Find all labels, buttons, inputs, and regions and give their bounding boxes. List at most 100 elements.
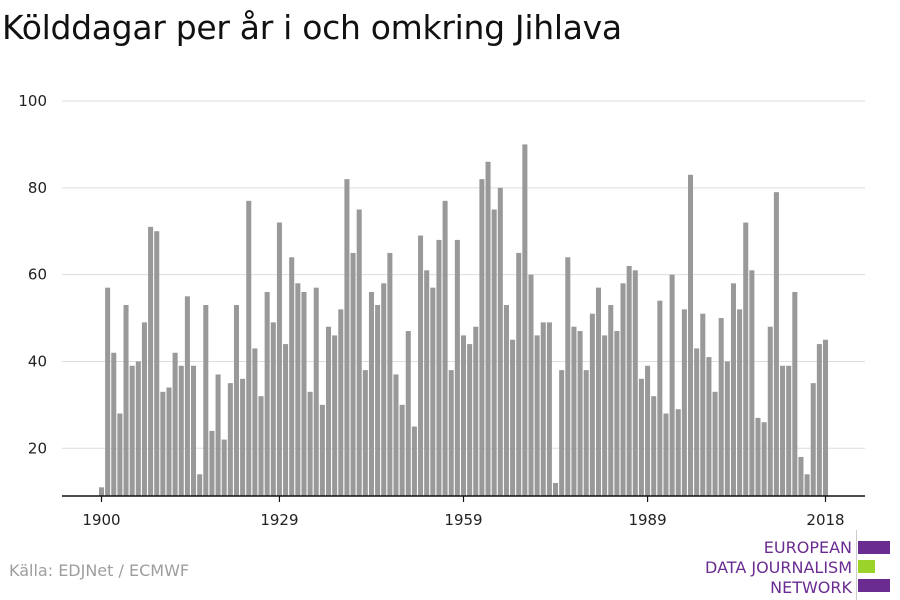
bar-1994[interactable] <box>675 409 681 496</box>
bar-1929[interactable] <box>276 222 282 497</box>
bar-1910[interactable] <box>160 391 166 496</box>
bar-1947[interactable] <box>387 252 393 496</box>
bar-1971[interactable] <box>534 335 540 496</box>
bar-1938[interactable] <box>332 335 338 496</box>
bar-1992[interactable] <box>663 413 669 496</box>
bar-1915[interactable] <box>191 365 197 496</box>
bar-1939[interactable] <box>338 309 344 496</box>
bar-2015[interactable] <box>804 474 810 496</box>
bar-1986[interactable] <box>626 265 632 496</box>
bar-1901[interactable] <box>105 287 111 496</box>
bar-2011[interactable] <box>780 365 786 496</box>
bar-1933[interactable] <box>301 291 307 496</box>
bar-1996[interactable] <box>687 174 694 497</box>
bar-1962[interactable] <box>479 179 485 496</box>
bar-1976[interactable] <box>565 257 571 496</box>
bar-1997[interactable] <box>694 348 700 496</box>
bar-2018[interactable] <box>822 339 829 496</box>
bar-1993[interactable] <box>669 274 675 496</box>
bar-1968[interactable] <box>516 252 522 496</box>
bar-1925[interactable] <box>252 348 258 496</box>
bar-1967[interactable] <box>510 339 516 496</box>
bar-1916[interactable] <box>197 474 203 496</box>
bar-2005[interactable] <box>743 222 749 497</box>
bar-1955[interactable] <box>436 239 442 496</box>
bar-1918[interactable] <box>209 430 215 496</box>
bar-2009[interactable] <box>767 326 773 496</box>
bar-1984[interactable] <box>614 331 620 496</box>
bar-1903[interactable] <box>117 413 123 496</box>
bar-1977[interactable] <box>571 326 577 496</box>
bar-1909[interactable] <box>154 231 160 496</box>
bar-1922[interactable] <box>233 305 240 496</box>
bar-1969[interactable] <box>522 144 528 496</box>
bar-1979[interactable] <box>583 370 589 496</box>
bar-1900[interactable] <box>98 487 105 496</box>
bar-2003[interactable] <box>730 283 736 496</box>
bar-2006[interactable] <box>749 270 755 496</box>
bar-1948[interactable] <box>393 374 399 496</box>
bar-1940[interactable] <box>344 179 350 496</box>
bar-1987[interactable] <box>632 270 638 496</box>
bar-1960[interactable] <box>467 344 473 496</box>
bar-1905[interactable] <box>129 365 135 496</box>
bar-1923[interactable] <box>240 378 246 496</box>
bar-1970[interactable] <box>528 274 534 496</box>
bar-2002[interactable] <box>724 361 730 496</box>
bar-1966[interactable] <box>503 305 509 496</box>
bar-1952[interactable] <box>418 235 424 497</box>
bar-1980[interactable] <box>589 313 595 496</box>
bar-1944[interactable] <box>368 291 374 496</box>
bar-1995[interactable] <box>681 309 687 496</box>
bar-2016[interactable] <box>810 383 816 496</box>
bar-1959[interactable] <box>460 335 467 496</box>
bar-1906[interactable] <box>135 361 141 496</box>
bar-1972[interactable] <box>540 322 546 496</box>
bar-1902[interactable] <box>111 352 117 496</box>
bar-1990[interactable] <box>651 396 657 496</box>
bar-1958[interactable] <box>454 239 460 496</box>
bar-1951[interactable] <box>411 426 417 496</box>
bar-1949[interactable] <box>399 404 405 496</box>
bar-2013[interactable] <box>792 291 798 496</box>
bar-1999[interactable] <box>706 357 712 496</box>
bar-1934[interactable] <box>307 391 313 496</box>
bar-1985[interactable] <box>620 283 626 496</box>
bar-1950[interactable] <box>405 331 411 496</box>
bar-1932[interactable] <box>295 283 301 496</box>
bar-1946[interactable] <box>381 283 387 496</box>
bar-1935[interactable] <box>313 287 319 496</box>
bar-2010[interactable] <box>773 192 779 496</box>
bar-1961[interactable] <box>473 326 479 496</box>
bar-1942[interactable] <box>356 209 362 496</box>
bar-1981[interactable] <box>595 287 602 496</box>
bar-1921[interactable] <box>227 383 233 496</box>
bar-2007[interactable] <box>755 417 761 496</box>
bar-1928[interactable] <box>270 322 276 496</box>
bar-1913[interactable] <box>178 365 184 496</box>
bar-1919[interactable] <box>215 374 221 496</box>
bar-1937[interactable] <box>325 326 332 496</box>
bar-1983[interactable] <box>608 305 614 496</box>
bar-1943[interactable] <box>362 370 368 496</box>
bar-2000[interactable] <box>712 391 718 496</box>
bar-1914[interactable] <box>184 296 190 496</box>
bar-1904[interactable] <box>123 305 129 496</box>
bar-1998[interactable] <box>700 313 706 496</box>
bar-1965[interactable] <box>497 187 503 497</box>
bar-1908[interactable] <box>148 226 154 496</box>
bar-1978[interactable] <box>577 331 583 496</box>
bar-1945[interactable] <box>375 305 381 496</box>
bar-1911[interactable] <box>166 387 172 496</box>
bar-2001[interactable] <box>718 318 724 496</box>
bar-1973[interactable] <box>546 322 552 496</box>
bar-1957[interactable] <box>448 370 454 496</box>
bar-2012[interactable] <box>786 365 792 496</box>
bar-2008[interactable] <box>761 422 767 496</box>
bar-1975[interactable] <box>559 370 565 496</box>
bar-1954[interactable] <box>430 287 436 496</box>
bar-1991[interactable] <box>657 300 663 496</box>
bar-1964[interactable] <box>491 209 497 496</box>
bar-1941[interactable] <box>350 252 356 496</box>
bar-1920[interactable] <box>221 439 227 496</box>
